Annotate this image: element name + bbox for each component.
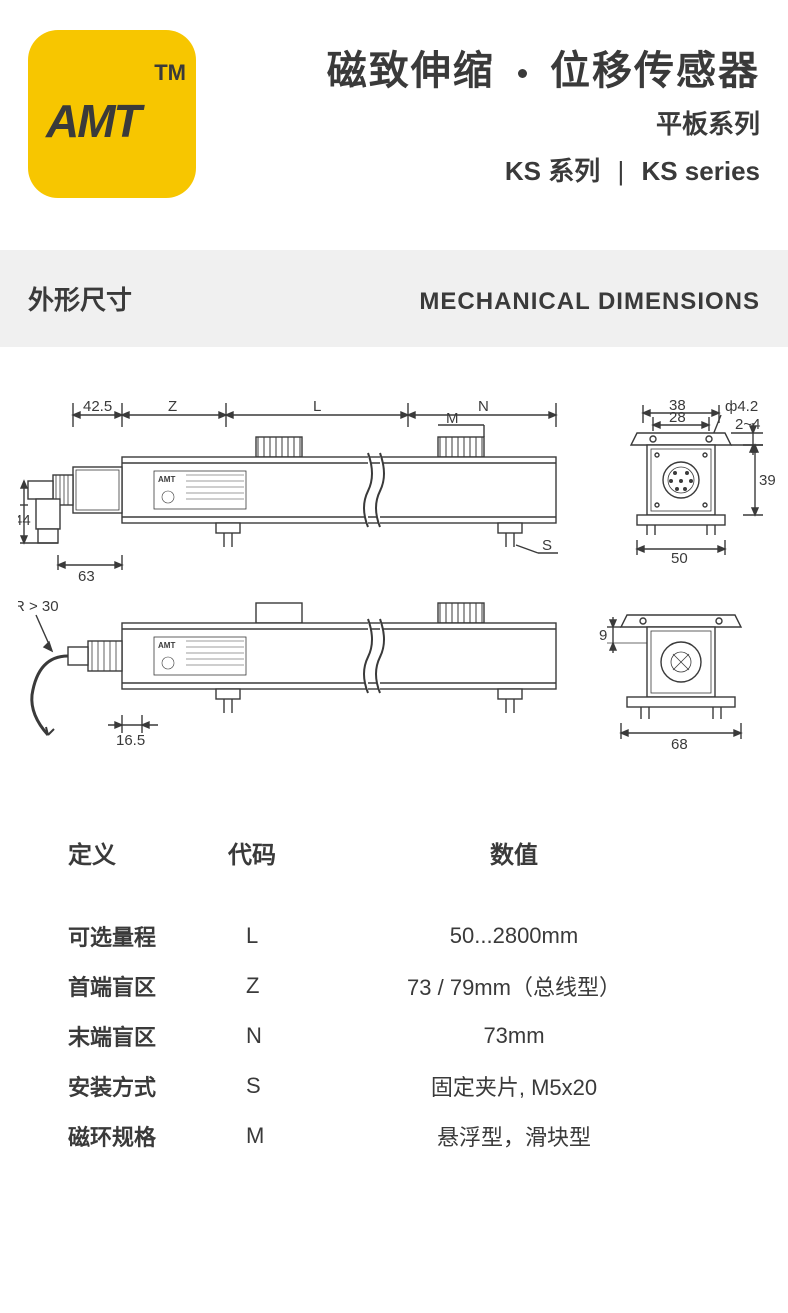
svg-text:42.5: 42.5 [83,398,112,415]
cell-def: 磁环规格 [68,1120,228,1152]
series-en: KS series [641,156,760,186]
cell-value: 50...2800mm [368,923,720,949]
section-en: MECHANICAL DIMENSIONS [419,288,760,316]
svg-text:Z: Z [168,398,177,415]
section-band: 外形尺寸 MECHANICAL DIMENSIONS [0,250,788,347]
spec-header-row: 定义 代码 数值 [68,835,720,870]
table-row: 安装方式 S 固定夹片, M5x20 [68,1070,720,1102]
svg-text:39: 39 [759,472,776,489]
svg-text:9: 9 [599,627,607,644]
cell-code: N [228,1023,368,1049]
svg-text:R > 30: R > 30 [18,598,59,615]
svg-text:S: S [542,537,552,554]
table-row: 首端盲区 Z 73 / 79mm（总线型） [68,970,720,1002]
table-row: 可选量程 L 50...2800mm [68,920,720,952]
title-block: 磁致伸缩 位移传感器 平板系列 KS 系列 | KS series [226,30,760,188]
svg-text:M: M [446,410,459,427]
title-right: 位移传感器 [550,49,760,93]
svg-text:N: N [478,398,489,415]
mechanical-drawing: 42.5 Z L N M [28,395,760,795]
tm-mark: TM [154,60,186,86]
section-cn: 外形尺寸 [28,280,132,317]
col-value: 数值 [368,835,720,870]
cell-code: Z [228,973,368,999]
svg-text:AMT: AMT [158,475,175,484]
cell-code: L [228,923,368,949]
svg-text:2~4: 2~4 [735,416,760,433]
spec-table: 定义 代码 数值 可选量程 L 50...2800mm 首端盲区 Z 73 / … [28,835,760,1152]
svg-text:28: 28 [669,409,686,426]
subtitle: 平板系列 [226,104,760,141]
table-row: 磁环规格 M 悬浮型，滑块型 [68,1120,720,1152]
series-cn: KS 系列 [505,156,600,186]
svg-text:L: L [313,398,321,415]
pipe-divider-icon: | [617,156,624,186]
col-def: 定义 [68,835,228,870]
title-dot-icon [518,69,527,78]
table-row: 末端盲区 N 73mm [68,1020,720,1052]
cell-value: 73mm [368,1023,720,1049]
series-line: KS 系列 | KS series [226,151,760,188]
svg-text:AMT: AMT [158,641,175,650]
main-title: 磁致伸缩 位移传感器 [226,38,760,96]
cell-value: 悬浮型，滑块型 [368,1120,720,1152]
cell-code: M [228,1123,368,1149]
svg-text:ф4.2: ф4.2 [725,398,758,415]
cell-def: 安装方式 [68,1070,228,1102]
cell-def: 可选量程 [68,920,228,952]
svg-text:50: 50 [671,550,688,567]
cell-def: 末端盲区 [68,1020,228,1052]
cell-value: 73 / 79mm（总线型） [368,970,720,1002]
col-code: 代码 [228,835,368,870]
brand-text: AMT [46,94,140,148]
svg-text:16.5: 16.5 [116,732,145,749]
cell-value: 固定夹片, M5x20 [368,1070,720,1102]
brand-logo: TM AMT [28,30,196,198]
cell-def: 首端盲区 [68,970,228,1002]
svg-text:44: 44 [18,512,31,529]
svg-text:63: 63 [78,568,95,585]
header: TM AMT 磁致伸缩 位移传感器 平板系列 KS 系列 | KS series [28,30,760,198]
cell-code: S [228,1073,368,1099]
svg-text:68: 68 [671,736,688,753]
title-left: 磁致伸缩 [327,49,495,93]
